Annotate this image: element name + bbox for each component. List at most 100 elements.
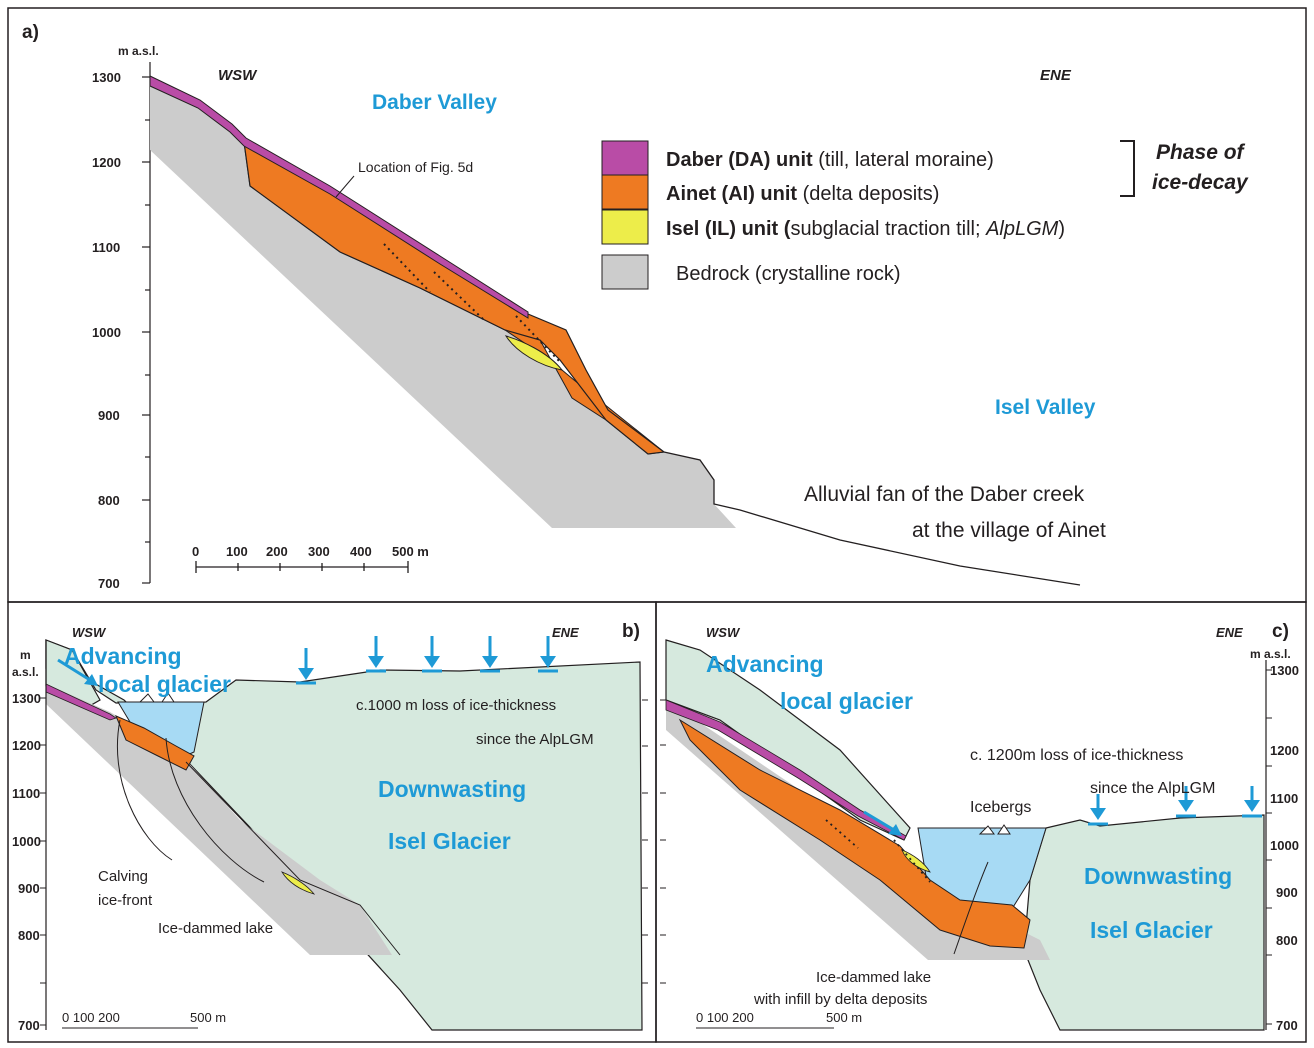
calving-front-1: Calving: [98, 868, 148, 885]
right-ticks-b: [642, 699, 648, 984]
downwasting-arrows-b: [296, 636, 558, 685]
fan-label-2: at the village of Ainet: [912, 519, 1106, 542]
phase-label-1: Phase of: [1156, 141, 1246, 164]
flow-arrowhead-b: [84, 674, 98, 686]
advancing-glacier-b-1: Advancing: [64, 643, 182, 669]
y-axis-ticks-b: [40, 697, 46, 1026]
ice-loss-c-2: since the AlpLGM: [1090, 780, 1215, 797]
scale-b: 0 100 200: [62, 1010, 120, 1025]
direction-ene: ENE: [1040, 67, 1072, 84]
scale-c-end: 500 m: [826, 1010, 862, 1025]
daber-unit-c: [665, 699, 907, 841]
direction-wsw-c: WSW: [706, 625, 741, 640]
scale-tick-100: 100: [226, 544, 248, 559]
fig-location-label: Location of Fig. 5d: [358, 159, 473, 175]
y-tick-b-1200: 1200: [12, 738, 41, 753]
y-tick-1100: 1100: [92, 240, 120, 255]
y-tick-c-900: 900: [1276, 885, 1298, 900]
isel-unit-lens: [504, 335, 564, 371]
legend-swatch-ainet: [601, 174, 649, 210]
scale-b-end: 500 m: [190, 1010, 226, 1025]
scale-tick-0: 0: [192, 544, 199, 559]
panel-c: c) WSW ENE m a.s.l.: [660, 621, 1299, 1033]
icebergs-c: [978, 824, 1011, 835]
direction-ene-b: ENE: [552, 625, 579, 640]
downwasting-arrows-c: [1088, 786, 1262, 826]
legend-bedrock: Bedrock (crystalline rock): [676, 263, 901, 285]
scale-tick-500: 500 m: [392, 544, 429, 559]
y-tick-b-800: 800: [18, 928, 40, 943]
y-tick-c-1300: 1300: [1270, 663, 1299, 678]
scale-tick-200: 200: [266, 544, 288, 559]
panel-b: b) WSW ENE m a.s.l.: [12, 621, 648, 1033]
y-axis-ticks-c: [1266, 669, 1272, 1025]
flow-arrowhead-c: [888, 824, 902, 836]
legend-swatch-bedrock: [601, 254, 649, 290]
left-ticks-c: [660, 699, 666, 984]
flow-arrow-b: [57, 658, 91, 682]
y-tick-b-1000: 1000: [12, 834, 41, 849]
legend-swatch-daber: [601, 140, 649, 176]
fig-location-leader: [335, 175, 355, 198]
y-tick-1200: 1200: [92, 155, 121, 170]
icebergs-label-c: Icebergs: [970, 799, 1031, 816]
advancing-glacier-c-1: Advancing: [706, 651, 824, 677]
fan-surface-line: [663, 451, 1081, 586]
daber-unit-b: [45, 683, 117, 721]
fan-label-1: Alluvial fan of the Daber creek: [804, 483, 1085, 506]
y-unit-c: m a.s.l.: [1250, 647, 1291, 661]
ice-dammed-lake-c-2: with infill by delta deposits: [753, 991, 927, 1008]
y-unit-b-1: m: [20, 648, 31, 662]
y-tick-b-1100: 1100: [12, 786, 40, 801]
y-tick-b-700: 700: [18, 1018, 40, 1033]
calving-front-2: ice-front: [98, 892, 153, 909]
downwasting-b-2: Isel Glacier: [388, 828, 511, 854]
ice-loss-c-1: c. 1200m loss of ice-thickness: [970, 747, 1183, 764]
direction-wsw: WSW: [218, 67, 258, 84]
lake-leader-b: [165, 737, 265, 883]
bedrock-area: [150, 78, 736, 528]
y-tick-900: 900: [98, 408, 120, 423]
y-tick-1000: 1000: [92, 325, 121, 340]
y-tick-c-800: 800: [1276, 933, 1298, 948]
y-tick-b-1300: 1300: [12, 691, 41, 706]
y-tick-b-900: 900: [18, 881, 40, 896]
scale-c: 0 100 200: [696, 1010, 754, 1025]
y-tick-c-700: 700: [1276, 1018, 1298, 1033]
downwasting-b-1: Downwasting: [378, 776, 526, 802]
legend: Daber (DA) unit (till, lateral moraine) …: [601, 140, 1249, 290]
ice-loss-b-1: c.1000 m loss of ice-thickness: [356, 697, 556, 714]
advancing-glacier-b-2: local glacier: [98, 671, 231, 697]
y-tick-c-1100: 1100: [1270, 791, 1298, 806]
panel-c-label: c): [1272, 621, 1289, 642]
ainet-unit-b: [115, 715, 195, 771]
legend-isel: Isel (IL) unit (subglacial traction till…: [666, 218, 1065, 240]
bedrock-outline-b: [185, 761, 401, 956]
legend-swatch-isel: [601, 209, 649, 245]
daber-valley-label: Daber Valley: [372, 91, 497, 114]
flow-arrow-c: [863, 810, 895, 832]
y-tick-1300: 1300: [92, 70, 121, 85]
isel-unit-c: [901, 849, 931, 873]
downwasting-c-1: Downwasting: [1084, 863, 1232, 889]
y-tick-800: 800: [98, 493, 120, 508]
direction-wsw-b: WSW: [72, 625, 107, 640]
ice-dammed-lake-c-1: Ice-dammed lake: [816, 969, 931, 986]
ice-dammed-lake-label-b: Ice-dammed lake: [158, 920, 273, 937]
downwasting-c-2: Isel Glacier: [1090, 917, 1213, 943]
foreset-lines: [383, 243, 561, 363]
daber-unit-area: [149, 75, 529, 319]
panel-a: a) m a.s.l. 1300 1200 1100 1000 900 800 …: [22, 22, 1249, 591]
y-unit-b-2: a.s.l.: [12, 665, 39, 679]
lake-leader-c: [953, 861, 989, 955]
y-axis-unit: m a.s.l.: [118, 44, 159, 58]
y-tick-700: 700: [98, 576, 120, 591]
panel-b-label: b): [622, 621, 640, 642]
y-tick-c-1200: 1200: [1270, 743, 1299, 758]
panel-c-frame: [655, 601, 1307, 1043]
panel-a-label: a): [22, 22, 39, 43]
isel-unit-b: [281, 871, 316, 895]
isel-valley-label: Isel Valley: [995, 396, 1096, 419]
advancing-glacier-c-2: local glacier: [780, 688, 913, 714]
